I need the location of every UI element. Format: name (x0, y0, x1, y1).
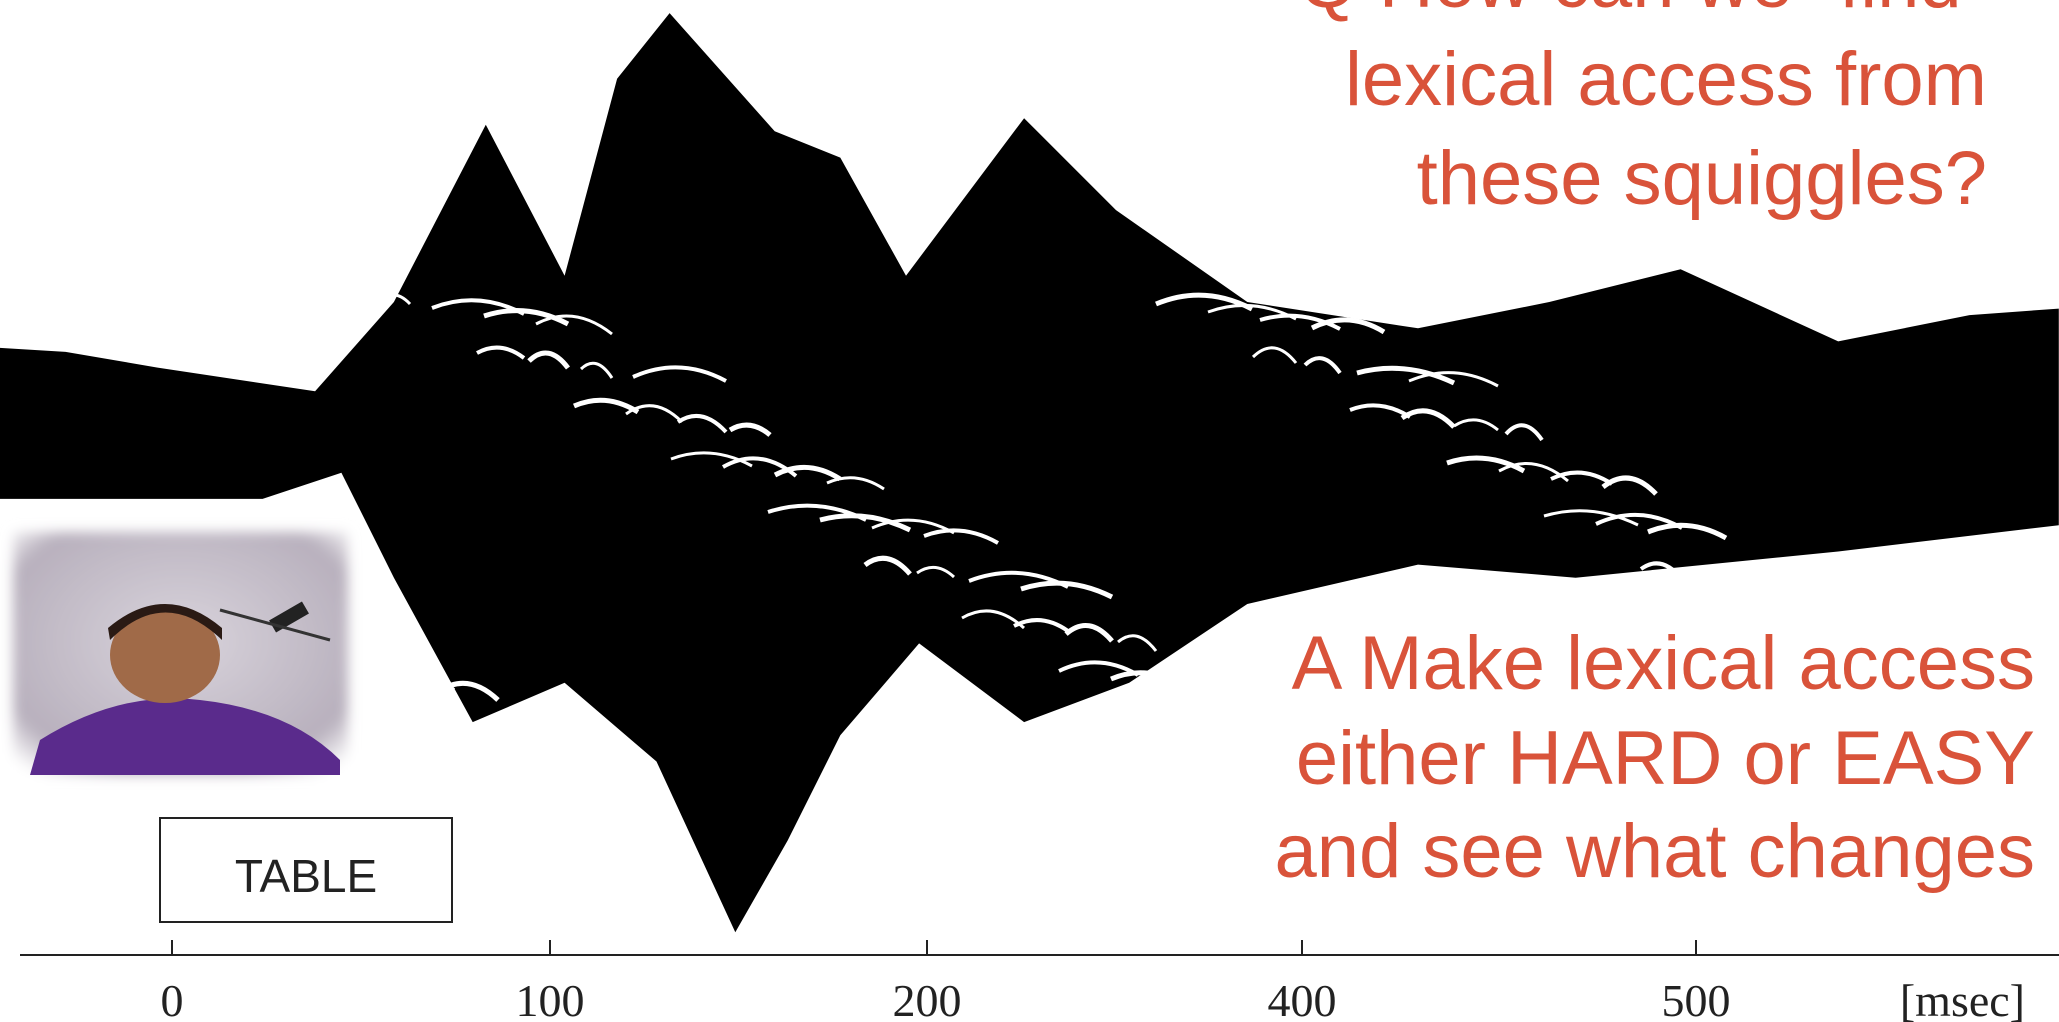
waveform-gap (1213, 686, 1272, 707)
waveform-gap (1303, 356, 1342, 375)
waveform-gap (1834, 666, 1911, 682)
tick-label: 500 (1662, 975, 1731, 1022)
waveform-gap (1504, 423, 1544, 442)
waveform-gap (535, 314, 613, 336)
waveform-gap (527, 350, 570, 370)
waveform-gap (676, 413, 728, 434)
waveform-gap (1647, 522, 1728, 541)
waveform-gap (728, 422, 772, 437)
waveform-gap (1840, 628, 1886, 648)
waveform-gap (1259, 313, 1341, 331)
answer-line: A Make lexical access (1292, 621, 2035, 706)
waveform-gap (1446, 455, 1526, 474)
waveform-gap (1691, 565, 1729, 584)
waveform-gap (1453, 418, 1499, 432)
tick-label: 400 (1268, 975, 1337, 1022)
waveform-gap (1356, 365, 1456, 386)
table-box (159, 817, 453, 923)
waveform-gap (579, 361, 614, 379)
meg-waveform (0, 13, 2059, 933)
waveform-gap (476, 345, 526, 360)
waveform-gap (1550, 470, 1614, 486)
waveform-gap (1601, 475, 1658, 496)
waveform-gap (1789, 623, 1841, 638)
waveform-gap (916, 565, 956, 579)
waveform-gap (819, 513, 912, 533)
waveform-envelope (0, 13, 2059, 933)
question-line: lexical access from (1345, 37, 1987, 122)
waveform-gap (670, 451, 753, 468)
question-line: Q How can we “find” (1299, 0, 1987, 24)
waveform-gap (1639, 561, 1684, 581)
tick-label: 0 (161, 975, 184, 1022)
waveform-gap (1310, 317, 1386, 335)
waveform-gap (1251, 346, 1298, 364)
waveform-gap (1020, 580, 1114, 600)
waveform-gap (1058, 660, 1140, 677)
question-line: these squiggles? (1417, 136, 1987, 221)
subject-photo (13, 532, 348, 775)
waveform-gap (863, 555, 912, 576)
waveform-gap (826, 476, 885, 491)
tick-label: 200 (893, 975, 962, 1022)
waveform-gap (625, 404, 684, 424)
tick-label: 100 (516, 975, 585, 1022)
waveform-gap (923, 528, 999, 545)
axis-unit: [msec] (1900, 975, 2025, 1022)
waveform-gap (1117, 634, 1158, 652)
waveform-gap (1400, 408, 1456, 429)
waveform-gap (379, 293, 412, 306)
waveform-gap (1064, 623, 1114, 643)
answer-line: and see what changes (1274, 809, 2035, 894)
waveform-gap (1543, 509, 1639, 527)
answer-line: either HARD or EASY (1296, 716, 2035, 801)
waveform-gap (437, 680, 500, 702)
waveform-gap (632, 365, 727, 383)
waveform-gap (483, 308, 570, 327)
waveform-gap (773, 464, 842, 482)
table-label: TABLE (235, 850, 377, 902)
waveform-gap (1408, 371, 1499, 388)
waveform-gap (1013, 618, 1070, 633)
waveform-gap (1744, 576, 1841, 594)
waveform-gap (1736, 612, 1798, 629)
